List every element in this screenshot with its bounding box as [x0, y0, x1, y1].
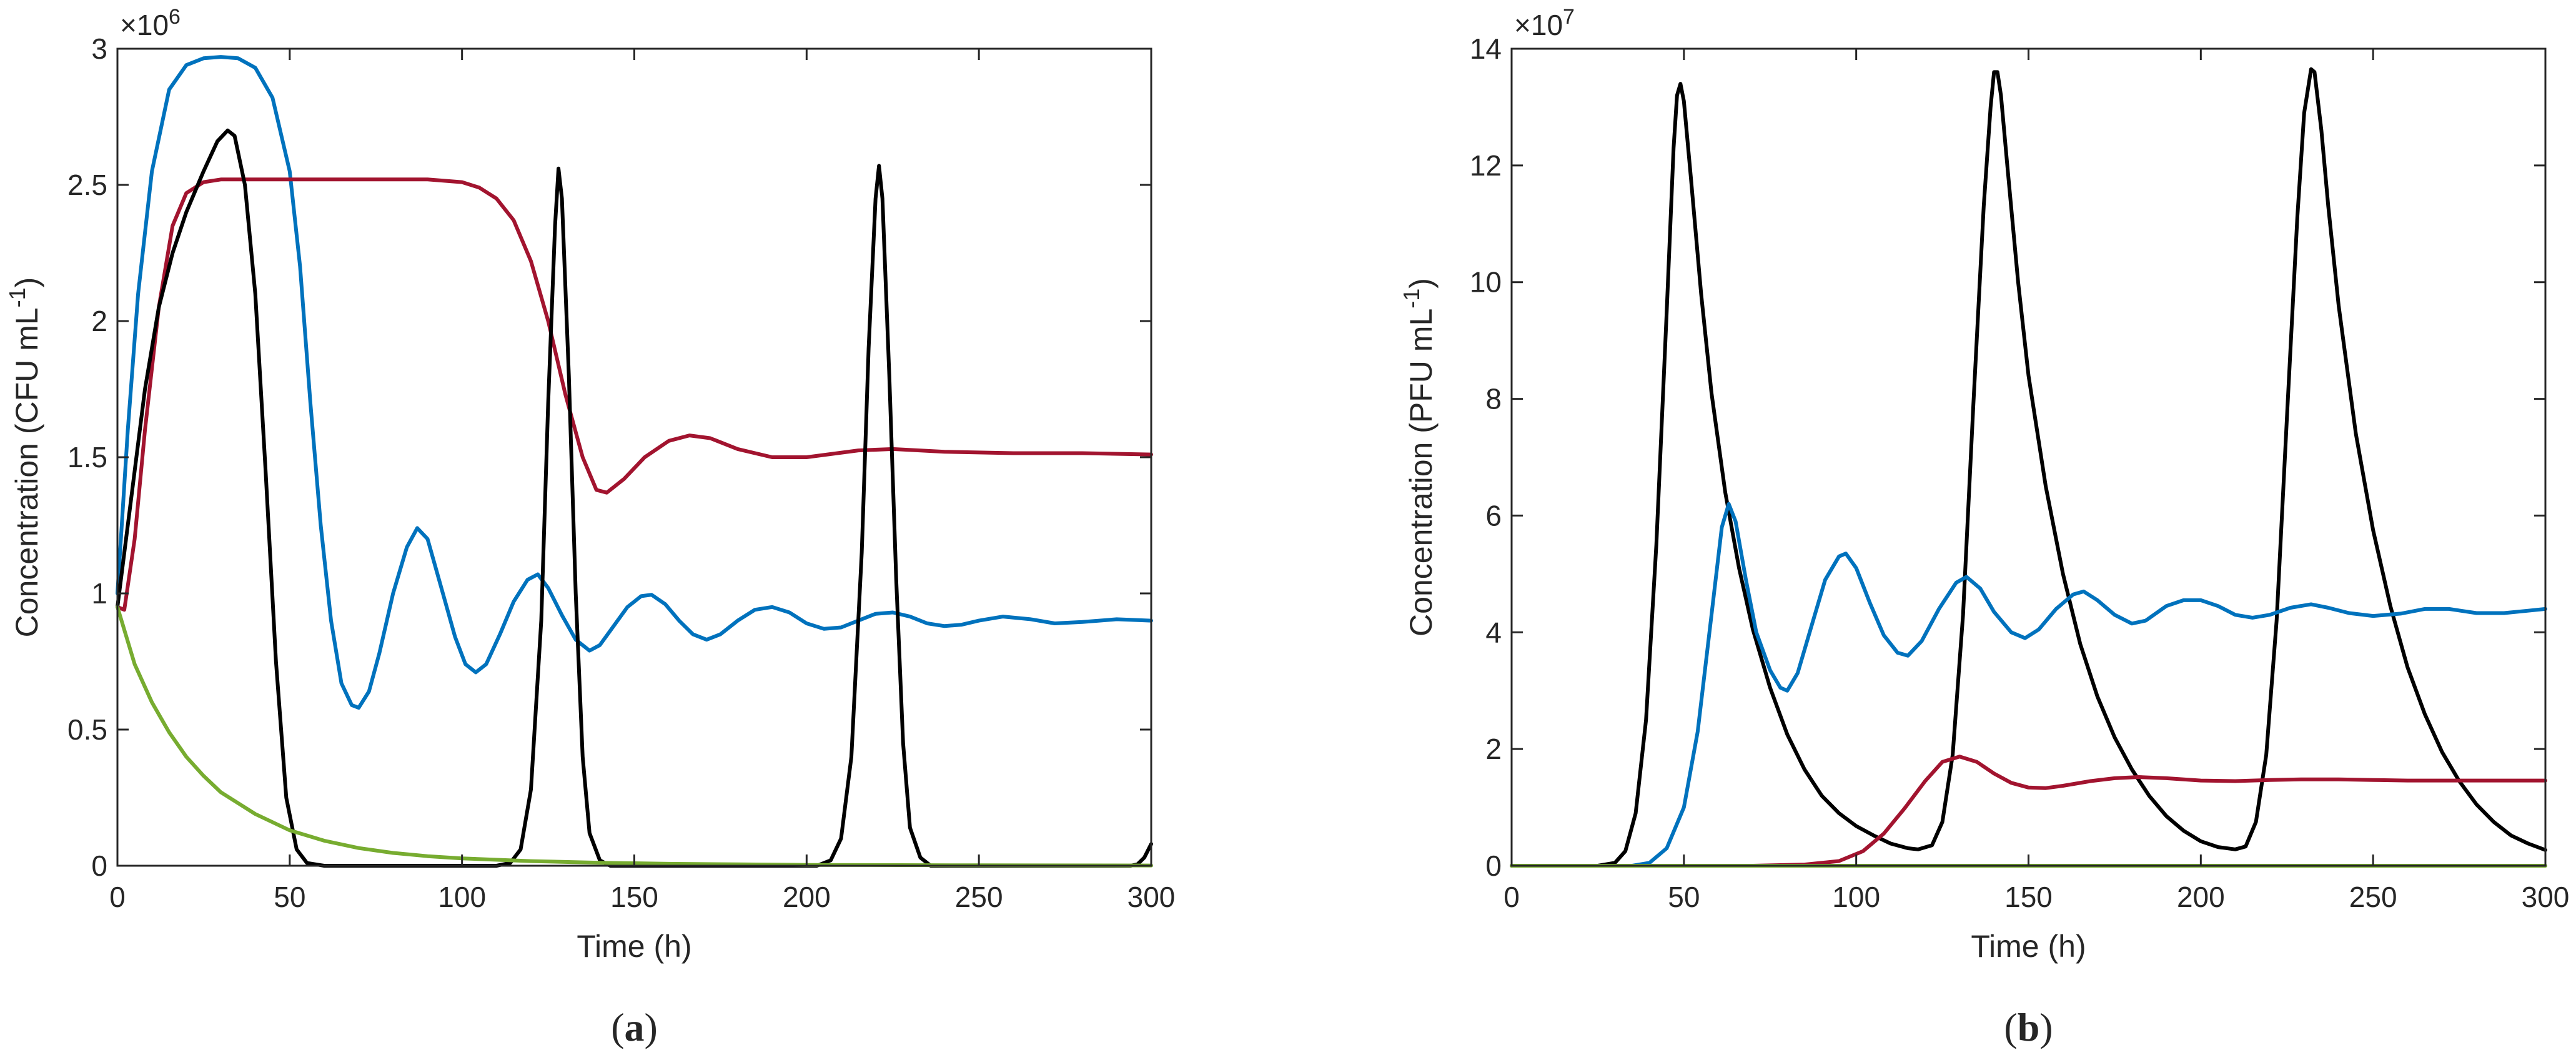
- panel-b-y-tick-label: 2: [1485, 733, 1502, 765]
- panel-b-x-tick-label: 200: [2177, 881, 2225, 913]
- panel-b-series-black: [1510, 67, 2547, 868]
- panel-a-y-tick-label: 2.5: [67, 169, 107, 201]
- panel-b-ylabel-sup: -1: [1399, 289, 1424, 309]
- panel-b-y-tick-label: 10: [1470, 266, 1502, 299]
- panel-b-x-tick-label: 0: [1503, 881, 1520, 913]
- panel-a-series-black: [116, 128, 1153, 868]
- panel-b-y-tick-label: 12: [1470, 149, 1502, 182]
- panel-b-series-red: [1510, 755, 2547, 868]
- panel-b-multiplier-exp: 7: [1563, 5, 1575, 29]
- panel-a-y-tick-label: 2: [91, 305, 107, 337]
- panel-a-caption-letter: a: [625, 1005, 645, 1049]
- panel-a-series-blue: [116, 55, 1153, 710]
- panel-a: 0 50 100 150 200 250 300 0 0.5 1 1.5 2 2.5 3 ×106 Con…: [4, 5, 1175, 1049]
- panel-b-ylabel-close: ): [1404, 278, 1439, 289]
- panel-a-y-tick-label: 1: [91, 577, 107, 610]
- panel-b-x-tick-label: 100: [1832, 881, 1880, 913]
- panel-b-ylabel-main: Concentration (PFU mL: [1404, 309, 1439, 636]
- panel-b-x-tick-label: 250: [2349, 881, 2397, 913]
- panel-b-x-tick-label: 50: [1668, 881, 1700, 913]
- panel-a-y-axis-label: Concentration (CFU mL-1): [4, 277, 44, 638]
- panel-b-y-tick-label: 0: [1485, 849, 1502, 882]
- panel-a-ticks: 0 50 100 150 200 250 300 0 0.5 1 1.5 2 2.5 3: [67, 32, 1175, 913]
- panel-a-x-tick-label: 0: [109, 881, 126, 913]
- panel-a-y-multiplier: ×106: [120, 5, 181, 41]
- panel-b-y-tick-label: 4: [1485, 616, 1502, 648]
- panel-b-y-axis-label: Concentration (PFU mL-1): [1399, 278, 1439, 636]
- panel-b-ticks: 0 50 100 150 200 250 300 0 2 4 6 8 10 12 14: [1470, 32, 2570, 913]
- panel-b-series-blue: [1510, 502, 2547, 868]
- panel-a-ylabel-close: ): [9, 277, 44, 288]
- panel-a-x-axis-label: Time (h): [577, 929, 691, 964]
- panel-a-series-green: [116, 605, 1153, 868]
- panel-a-x-tick-label: 100: [438, 881, 486, 913]
- panel-b-x-tick-label: 150: [2004, 881, 2053, 913]
- panel-a-y-tick-label: 0.5: [67, 713, 107, 746]
- panel-a-y-tick-label: 0: [91, 849, 107, 882]
- panel-b-y-tick-label: 14: [1470, 32, 1502, 65]
- panel-a-y-tick-label: 1.5: [67, 441, 107, 473]
- panel-b-y-tick-label: 8: [1485, 383, 1502, 415]
- panel-a-multiplier-base: ×10: [120, 9, 169, 41]
- panel-a-ylabel-sup: -1: [4, 287, 30, 307]
- panel-a-x-tick-label: 150: [610, 881, 658, 913]
- panel-b: 0 50 100 150 200 250 300 0 2 4 6 8 10 12 14 ×107 Conce…: [1399, 5, 2569, 1049]
- panel-a-series-red: [116, 177, 1153, 612]
- panel-a-x-tick-label: 200: [783, 881, 831, 913]
- panel-a-series: [116, 55, 1153, 868]
- panel-a-x-tick-label: 50: [274, 881, 305, 913]
- panel-b-caption-label: (b): [2004, 1005, 2053, 1049]
- panel-a-y-tick-label: 3: [91, 32, 107, 65]
- panel-b-multiplier-base: ×10: [1514, 9, 1563, 41]
- panel-a-caption-label: (a): [611, 1005, 658, 1049]
- panel-a-multiplier-exp: 6: [169, 5, 181, 29]
- panel-b-x-tick-label: 300: [2522, 881, 2570, 913]
- panel-a-x-tick-label: 300: [1127, 881, 1176, 913]
- panel-a-x-tick-label: 250: [955, 881, 1003, 913]
- panel-b-x-axis-label: Time (h): [1971, 929, 2086, 964]
- panel-b-y-multiplier: ×107: [1514, 5, 1575, 41]
- panel-a-ylabel-main: Concentration (CFU mL: [9, 307, 44, 637]
- panel-b-caption-letter: b: [2018, 1005, 2040, 1049]
- panel-b-y-tick-label: 6: [1485, 499, 1502, 532]
